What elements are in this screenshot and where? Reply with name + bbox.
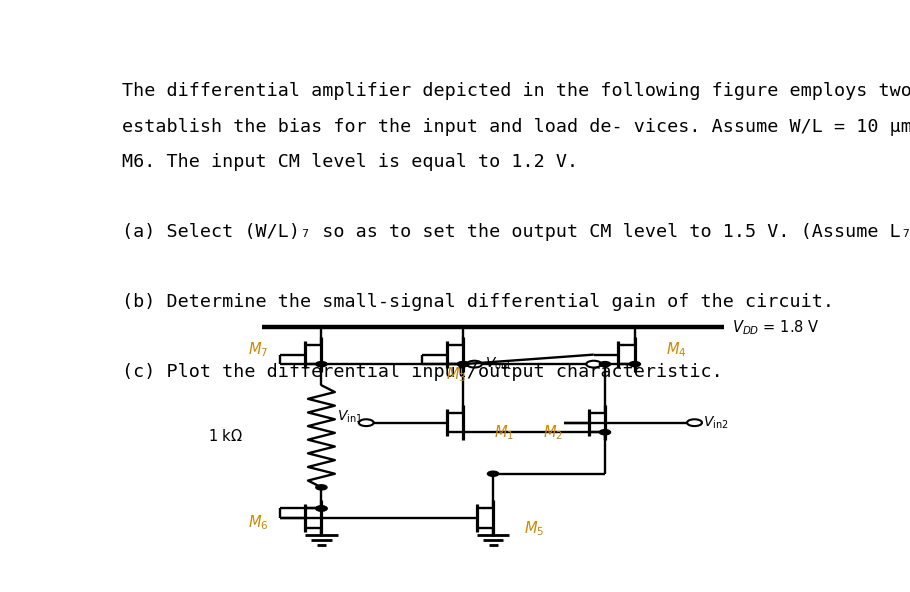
Text: $M_2$: $M_2$ [542, 423, 562, 442]
Circle shape [458, 362, 469, 366]
Text: $M_6$: $M_6$ [248, 514, 268, 532]
Text: establish the bias for the input and load de- vices. Assume W/L = 10 μm/0.18 μm : establish the bias for the input and loa… [122, 118, 910, 136]
Text: $M_5$: $M_5$ [524, 519, 544, 538]
Text: $V_{\rm out}$: $V_{\rm out}$ [485, 355, 512, 372]
Text: M6. The input CM level is equal to 1.2 V.: M6. The input CM level is equal to 1.2 V… [122, 153, 579, 170]
Text: $M_4$: $M_4$ [665, 340, 686, 359]
Text: $V_{DD}$ = 1.8 V: $V_{DD}$ = 1.8 V [732, 318, 819, 337]
Text: $M_1$: $M_1$ [494, 423, 514, 442]
Text: (a) Select (W/L)₇ so as to set the output CM level to 1.5 V. (Assume L₇ = 0.18 μ: (a) Select (W/L)₇ so as to set the outpu… [122, 223, 910, 241]
Text: (c) Plot the differential input/output characteristic.: (c) Plot the differential input/output c… [122, 363, 723, 381]
Text: $M_3$: $M_3$ [446, 366, 466, 384]
Text: $M_7$: $M_7$ [248, 340, 268, 359]
Circle shape [316, 506, 327, 511]
Text: $V_{\rm in1}$: $V_{\rm in1}$ [337, 408, 362, 425]
Circle shape [488, 471, 499, 477]
Text: (b) Determine the small-signal differential gain of the circuit.: (b) Determine the small-signal different… [122, 293, 834, 311]
Circle shape [600, 362, 611, 366]
Text: The differential amplifier depicted in the following figure employs two current : The differential amplifier depicted in t… [122, 82, 910, 101]
Circle shape [316, 485, 327, 490]
Text: 1 k$\Omega$: 1 k$\Omega$ [208, 428, 243, 445]
Circle shape [316, 362, 327, 366]
Circle shape [458, 362, 469, 366]
Circle shape [629, 362, 641, 366]
Circle shape [316, 506, 327, 511]
Circle shape [600, 430, 611, 435]
Text: $V_{\rm in2}$: $V_{\rm in2}$ [703, 414, 729, 431]
